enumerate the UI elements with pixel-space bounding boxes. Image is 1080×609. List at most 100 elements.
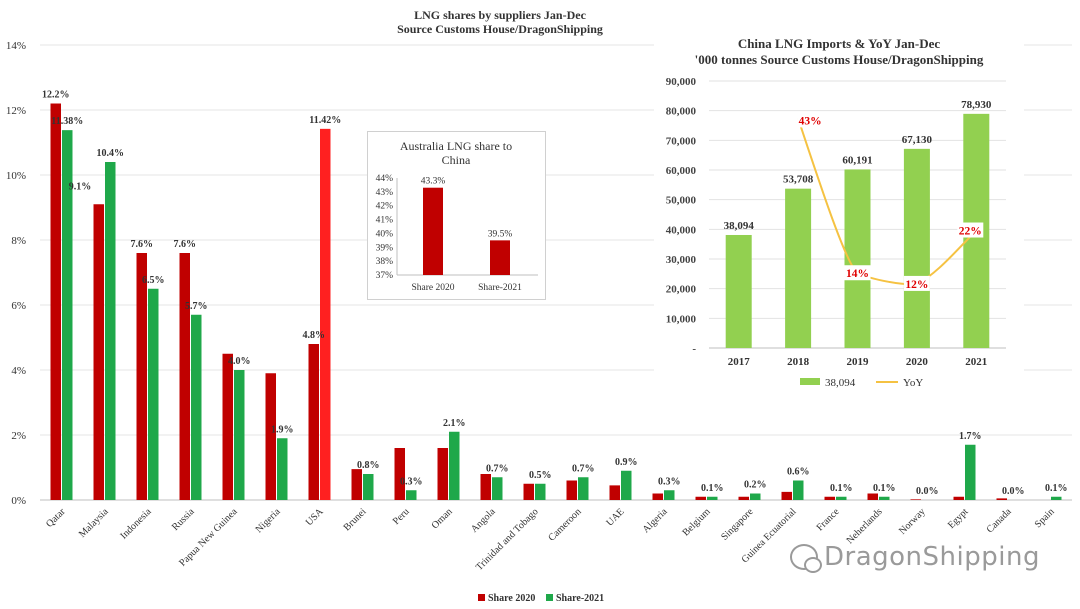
bar-egypt-share-2020	[953, 496, 964, 500]
legend-label-share-2020: Share 2020	[488, 593, 535, 604]
x-tick-label: Angola	[469, 506, 498, 535]
inset-y-tick-label: 42%	[376, 202, 394, 212]
y-tick-label: 6%	[11, 300, 26, 312]
data-label: 0.1%	[1045, 483, 1068, 494]
y-tick-label: 12%	[6, 105, 26, 117]
bar-uae-share-2021	[621, 470, 632, 500]
x-tick-label: Singapore	[719, 506, 756, 543]
bar-algeria-share-2021	[664, 490, 675, 500]
inset-bar-share-2021	[490, 240, 510, 275]
bar-guinea-ecuatorial-share-2020	[781, 491, 792, 500]
china-x-tick-label: 2017	[728, 356, 751, 368]
china-imports-panel: China LNG Imports & YoY Jan-Dec '000 ton…	[654, 28, 1052, 393]
inset-y-tick-label: 37%	[376, 271, 394, 281]
x-tick-label: Algeria	[641, 506, 670, 535]
china-left-tick-label: 40,000	[666, 224, 697, 236]
china-legend: 38,094 YoY	[800, 377, 923, 389]
bar-peru-share-2020	[394, 448, 405, 500]
inset-x-tick-label: Share 2020	[411, 283, 454, 293]
bar-canada-share-2020	[996, 498, 1007, 500]
yoy-label-bg	[797, 112, 824, 128]
dragonshipping-watermark: DragonShipping	[790, 542, 1040, 573]
inset-y-tick-label: 43%	[376, 188, 394, 198]
data-label: 0.7%	[572, 463, 595, 474]
y-tick-label: 4%	[11, 365, 26, 377]
inset-x-tick-label: Share-2021	[478, 283, 522, 293]
china-bars: 38,094 2017 53,708 2018 60,191 2019 67,130 2020…	[724, 99, 992, 368]
china-left-tick-label: 90,000	[666, 76, 697, 88]
yoy-data-label: 12%	[905, 279, 928, 291]
bar-papua-new-guinea-share-2020	[222, 353, 233, 500]
yoy-label-bg	[957, 222, 984, 238]
data-label: 1.7%	[959, 431, 982, 442]
china-left-tick-label: 10,000	[666, 313, 697, 325]
inset-data-label: 39.5%	[488, 229, 513, 239]
data-label: 0.8%	[357, 460, 380, 471]
inset-title-line2: China	[442, 153, 471, 167]
inset-title-line1: Australia LNG share to	[400, 139, 512, 153]
x-tick-label: Qatar	[44, 506, 68, 530]
yoy-label-bg	[903, 275, 930, 291]
yoy-line-path	[797, 118, 978, 286]
data-label: 0.0%	[916, 486, 939, 497]
bar-nigeria-share-2021	[277, 438, 288, 500]
bar-uae-share-2020	[609, 485, 620, 500]
china-left-tick-label: 50,000	[666, 195, 697, 207]
china-left-tick-label: -	[692, 343, 696, 355]
x-tick-label: Peru	[391, 506, 412, 527]
bar-indonesia-share-2020	[136, 253, 147, 500]
watermark-text: DragonShipping	[824, 542, 1040, 572]
bar-indonesia-share-2021	[148, 288, 159, 500]
bar-peru-share-2021	[406, 490, 417, 500]
bar-qatar-share-2020	[50, 103, 61, 500]
x-tick-label: Neherlands	[845, 506, 885, 546]
x-tick-label: France	[815, 506, 842, 533]
china-left-tick-label: 60,000	[666, 165, 697, 177]
bar-russia-share-2021	[191, 314, 202, 500]
data-label: 0.1%	[830, 483, 853, 494]
inset-bars: 43.3% Share 2020 39.5% Share-2021	[411, 177, 522, 293]
bar-usa-share-2021	[320, 128, 331, 500]
main-bars	[50, 103, 1062, 500]
bar-belgium-share-2020	[695, 496, 706, 500]
data-label: 0.6%	[787, 467, 810, 478]
x-tick-label: Brunei	[342, 506, 369, 533]
australia-share-chart: Australia LNG share to China 37% 38% 39% 40…	[376, 139, 538, 293]
data-label: 1.9%	[271, 424, 294, 435]
bar-malaysia-share-2020	[93, 204, 104, 500]
china-legend-bar-label: 38,094	[825, 377, 856, 389]
china-bar-label: 78,930	[961, 99, 992, 111]
china-left-tick-label: 20,000	[666, 284, 697, 296]
x-tick-label: Russia	[170, 506, 197, 533]
data-label: 0.0%	[1002, 486, 1025, 497]
bar-angola-share-2021	[492, 477, 503, 500]
data-label: 11.42%	[309, 115, 341, 126]
china-x-tick-label: 2019	[847, 356, 870, 368]
data-label: 9.1%	[69, 181, 92, 192]
inset-y-tick-label: 41%	[376, 216, 394, 226]
x-tick-label: Cameroon	[546, 506, 583, 543]
bar-cameroon-share-2021	[578, 477, 589, 500]
bar-belgium-share-2021	[707, 496, 718, 500]
data-label: 6.5%	[142, 275, 165, 286]
china-left-tick-label: 30,000	[666, 254, 697, 266]
x-tick-label: Norway	[897, 506, 928, 537]
y-tick-label: 0%	[11, 495, 26, 507]
bar-qatar-share-2021	[62, 130, 73, 500]
china-bar-2017	[725, 234, 752, 348]
china-left-tick-label: 70,000	[666, 135, 697, 147]
data-label: 0.9%	[615, 457, 638, 468]
y-tick-label: 8%	[11, 235, 26, 247]
china-bar-label: 67,130	[902, 134, 933, 146]
x-tick-label: Nigeria	[254, 506, 283, 535]
x-tick-label: Canada	[985, 506, 1014, 535]
data-label: 2.1%	[443, 418, 466, 429]
china-bar-2020	[903, 148, 930, 348]
data-label: 10.4%	[97, 148, 125, 159]
bar-brunei-share-2021	[363, 474, 374, 500]
china-yoy-line: 43% 14% 12% 22%	[797, 112, 984, 291]
bar-france-share-2020	[824, 496, 835, 500]
bar-norway-share-2020	[910, 499, 921, 500]
inset-data-label: 43.3%	[421, 177, 446, 187]
